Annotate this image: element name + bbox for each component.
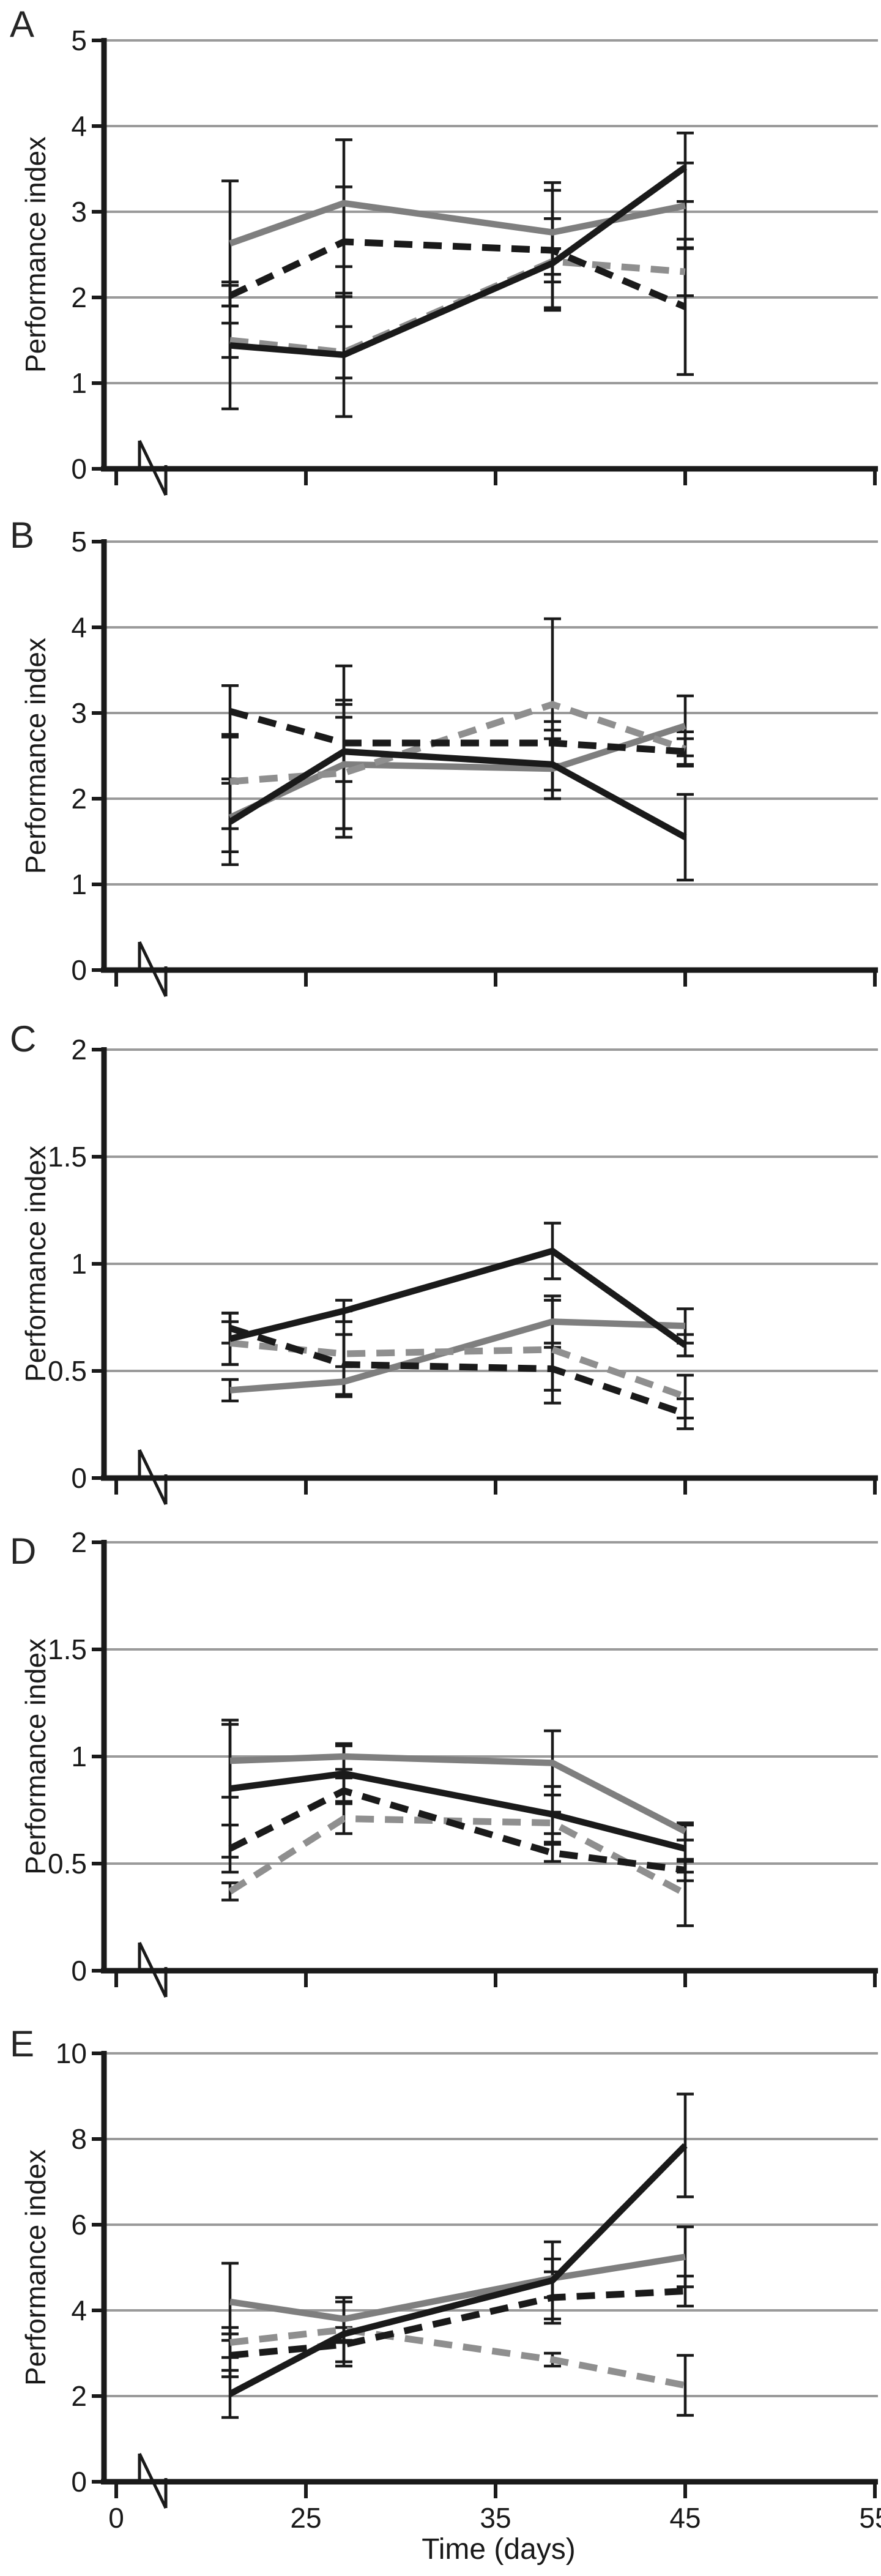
axis-break-mark bbox=[138, 1941, 168, 1998]
y-tick-label: 4 bbox=[71, 2294, 87, 2326]
series-gray-solid bbox=[228, 723, 686, 821]
y-tick-label: 4 bbox=[71, 611, 87, 643]
panel-letter-b: B bbox=[10, 515, 35, 556]
y-tick-label: 0 bbox=[71, 1955, 87, 1987]
y-axis-label-a: Performance index bbox=[20, 136, 51, 373]
gridlines bbox=[104, 1541, 878, 1865]
series-black-dashed bbox=[228, 238, 687, 310]
series-black-solid bbox=[229, 1247, 688, 1348]
y-tick-label: 0.5 bbox=[48, 1848, 87, 1880]
series-gray-solid bbox=[229, 2253, 686, 2323]
error-bars bbox=[221, 131, 694, 418]
x-tick-label: 55 bbox=[859, 2502, 881, 2534]
axis-break-mark bbox=[138, 941, 168, 998]
y-tick-label: 4 bbox=[71, 110, 87, 142]
panel-letter-e: E bbox=[10, 2023, 35, 2064]
y-tick-label: 1 bbox=[71, 1741, 87, 1772]
panel-letter-a: A bbox=[10, 4, 35, 45]
gridlines bbox=[104, 39, 878, 384]
axis-break-mark bbox=[138, 2452, 168, 2509]
axis-break-mark bbox=[138, 1449, 168, 1506]
y-tick-label: 10 bbox=[56, 2037, 87, 2069]
series-gray-solid bbox=[229, 1753, 687, 1835]
series-black-dashed bbox=[229, 707, 686, 755]
y-tick-label: 3 bbox=[71, 196, 87, 228]
error-bars bbox=[221, 2093, 694, 2419]
y-tick-label: 1.5 bbox=[48, 1633, 87, 1665]
series-black-solid bbox=[228, 2143, 688, 2397]
x-tick-label: 45 bbox=[669, 2502, 701, 2534]
panel-a-plot: 0 1 2 3 4 5 bbox=[71, 24, 878, 496]
series-black-solid bbox=[229, 1770, 686, 1852]
y-tick-label: 1 bbox=[71, 367, 87, 399]
gridlines bbox=[104, 2052, 878, 2397]
y-axis-label-d: Performance index bbox=[20, 1638, 51, 1875]
panel-letter-d: D bbox=[10, 1531, 37, 1572]
y-tick-label: 1 bbox=[71, 1248, 87, 1280]
series-gray-dashed bbox=[229, 2326, 686, 2389]
y-axis-label-e: Performance index bbox=[20, 2149, 51, 2386]
panel-c-plot: 0 0.5 1 1.5 2 bbox=[48, 1034, 878, 1506]
series-black-dashed bbox=[228, 1787, 686, 1873]
y-tick-label: 3 bbox=[71, 697, 87, 729]
y-axis-label-c: Performance index bbox=[20, 1145, 51, 1383]
series-gray-dashed bbox=[229, 701, 686, 785]
y-tick-label: 2 bbox=[71, 783, 87, 815]
y-tick-label: 1.5 bbox=[48, 1141, 87, 1173]
y-tick-label: 2 bbox=[71, 2380, 87, 2412]
panel-d-plot: 0 0.5 1 1.5 2 bbox=[48, 1526, 878, 1998]
y-tick-label: 2 bbox=[71, 1526, 87, 1558]
y-tick-label: 0 bbox=[71, 1462, 87, 1494]
series-gray-dashed bbox=[229, 1340, 686, 1400]
axis-break-mark bbox=[138, 439, 168, 496]
x-tick-label: 35 bbox=[480, 2502, 511, 2534]
y-axis-label-b: Performance index bbox=[20, 637, 51, 875]
y-tick-label: 5 bbox=[71, 24, 87, 56]
series-gray-solid bbox=[229, 200, 686, 247]
y-tick-label: 8 bbox=[71, 2123, 87, 2155]
y-tick-label: 0 bbox=[71, 453, 87, 485]
y-tick-label: 5 bbox=[71, 526, 87, 558]
series-black-dashed bbox=[229, 1324, 686, 1417]
y-tick-label: 6 bbox=[71, 2209, 87, 2241]
series-black-dashed bbox=[229, 2288, 686, 2359]
series-black-solid bbox=[228, 748, 687, 840]
x-tick-label: 25 bbox=[290, 2502, 321, 2534]
series-gray-solid bbox=[229, 1318, 686, 1394]
y-tick-label: 1 bbox=[71, 868, 87, 900]
gridlines bbox=[104, 540, 878, 886]
y-tick-label: 0 bbox=[71, 2466, 87, 2498]
panel-b-plot: 0 1 2 3 4 5 bbox=[71, 526, 878, 998]
y-tick-label: 0.5 bbox=[48, 1355, 87, 1387]
y-tick-label: 2 bbox=[71, 282, 87, 313]
panel-letter-c: C bbox=[10, 1018, 37, 1059]
x-axis-label: Time (days) bbox=[422, 2533, 576, 2566]
x-tick-label: 0 bbox=[108, 2502, 124, 2534]
series-black-solid bbox=[229, 164, 688, 359]
y-tick-label: 0 bbox=[71, 954, 87, 986]
gridlines bbox=[104, 1048, 878, 1372]
panel-e-plot: 0 2 4 6 8 10 0 25 35 45 55 bbox=[56, 2037, 881, 2534]
y-tick-label: 2 bbox=[71, 1034, 87, 1066]
